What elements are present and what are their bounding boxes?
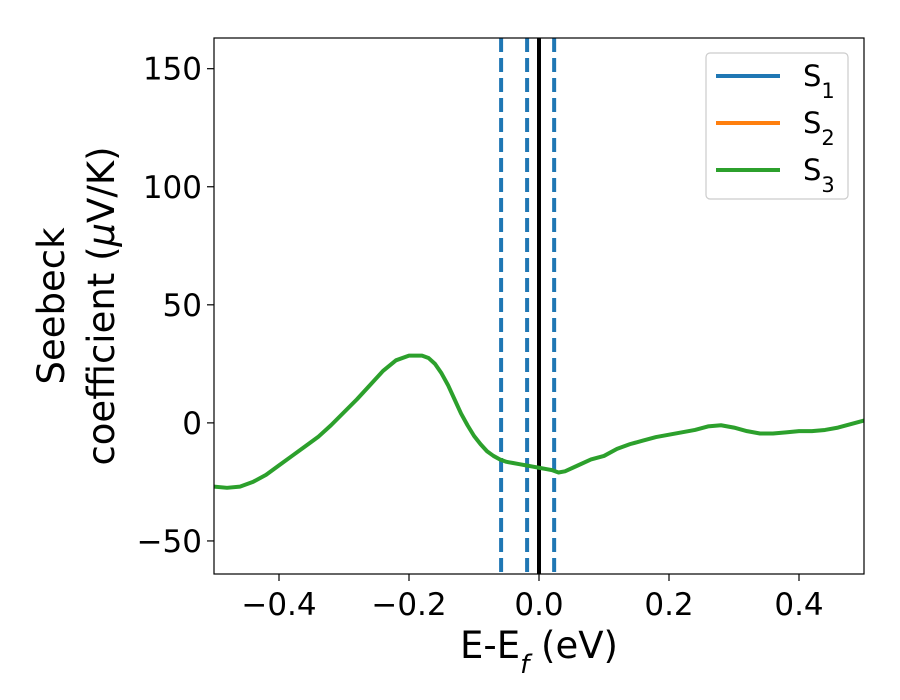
y-axis-title-line1: Seebeck [30, 227, 73, 385]
legend-box [705, 52, 849, 200]
x-tick-label: 0.4 [774, 587, 823, 623]
series-line-s3 [214, 353, 864, 490]
x-tick-label: 0.0 [514, 587, 563, 623]
y-tick-label: 150 [143, 52, 202, 88]
lines-layer [214, 38, 864, 574]
y-axis-title-line2: coefficient (μV/K) [80, 146, 123, 465]
y-tick-label: −50 [137, 524, 202, 560]
y-tick-label: 50 [163, 288, 202, 324]
legend-label-s2: S2 [803, 106, 835, 150]
y-tick-label: 100 [143, 170, 202, 206]
y-tick-label: 0 [182, 406, 202, 442]
ticks-layer: −0.4 −0.2 0.0 0.2 0.4 −50 0 50 100 150 [137, 52, 824, 623]
x-axis-title: E-Ef (eV) [460, 624, 618, 680]
x-tick-label: −0.4 [241, 587, 316, 623]
x-tick-label: −0.2 [371, 587, 446, 623]
legend-label-s3: S3 [803, 153, 835, 197]
x-tick-label: 0.2 [644, 587, 693, 623]
legend-label-s1: S1 [803, 59, 835, 103]
